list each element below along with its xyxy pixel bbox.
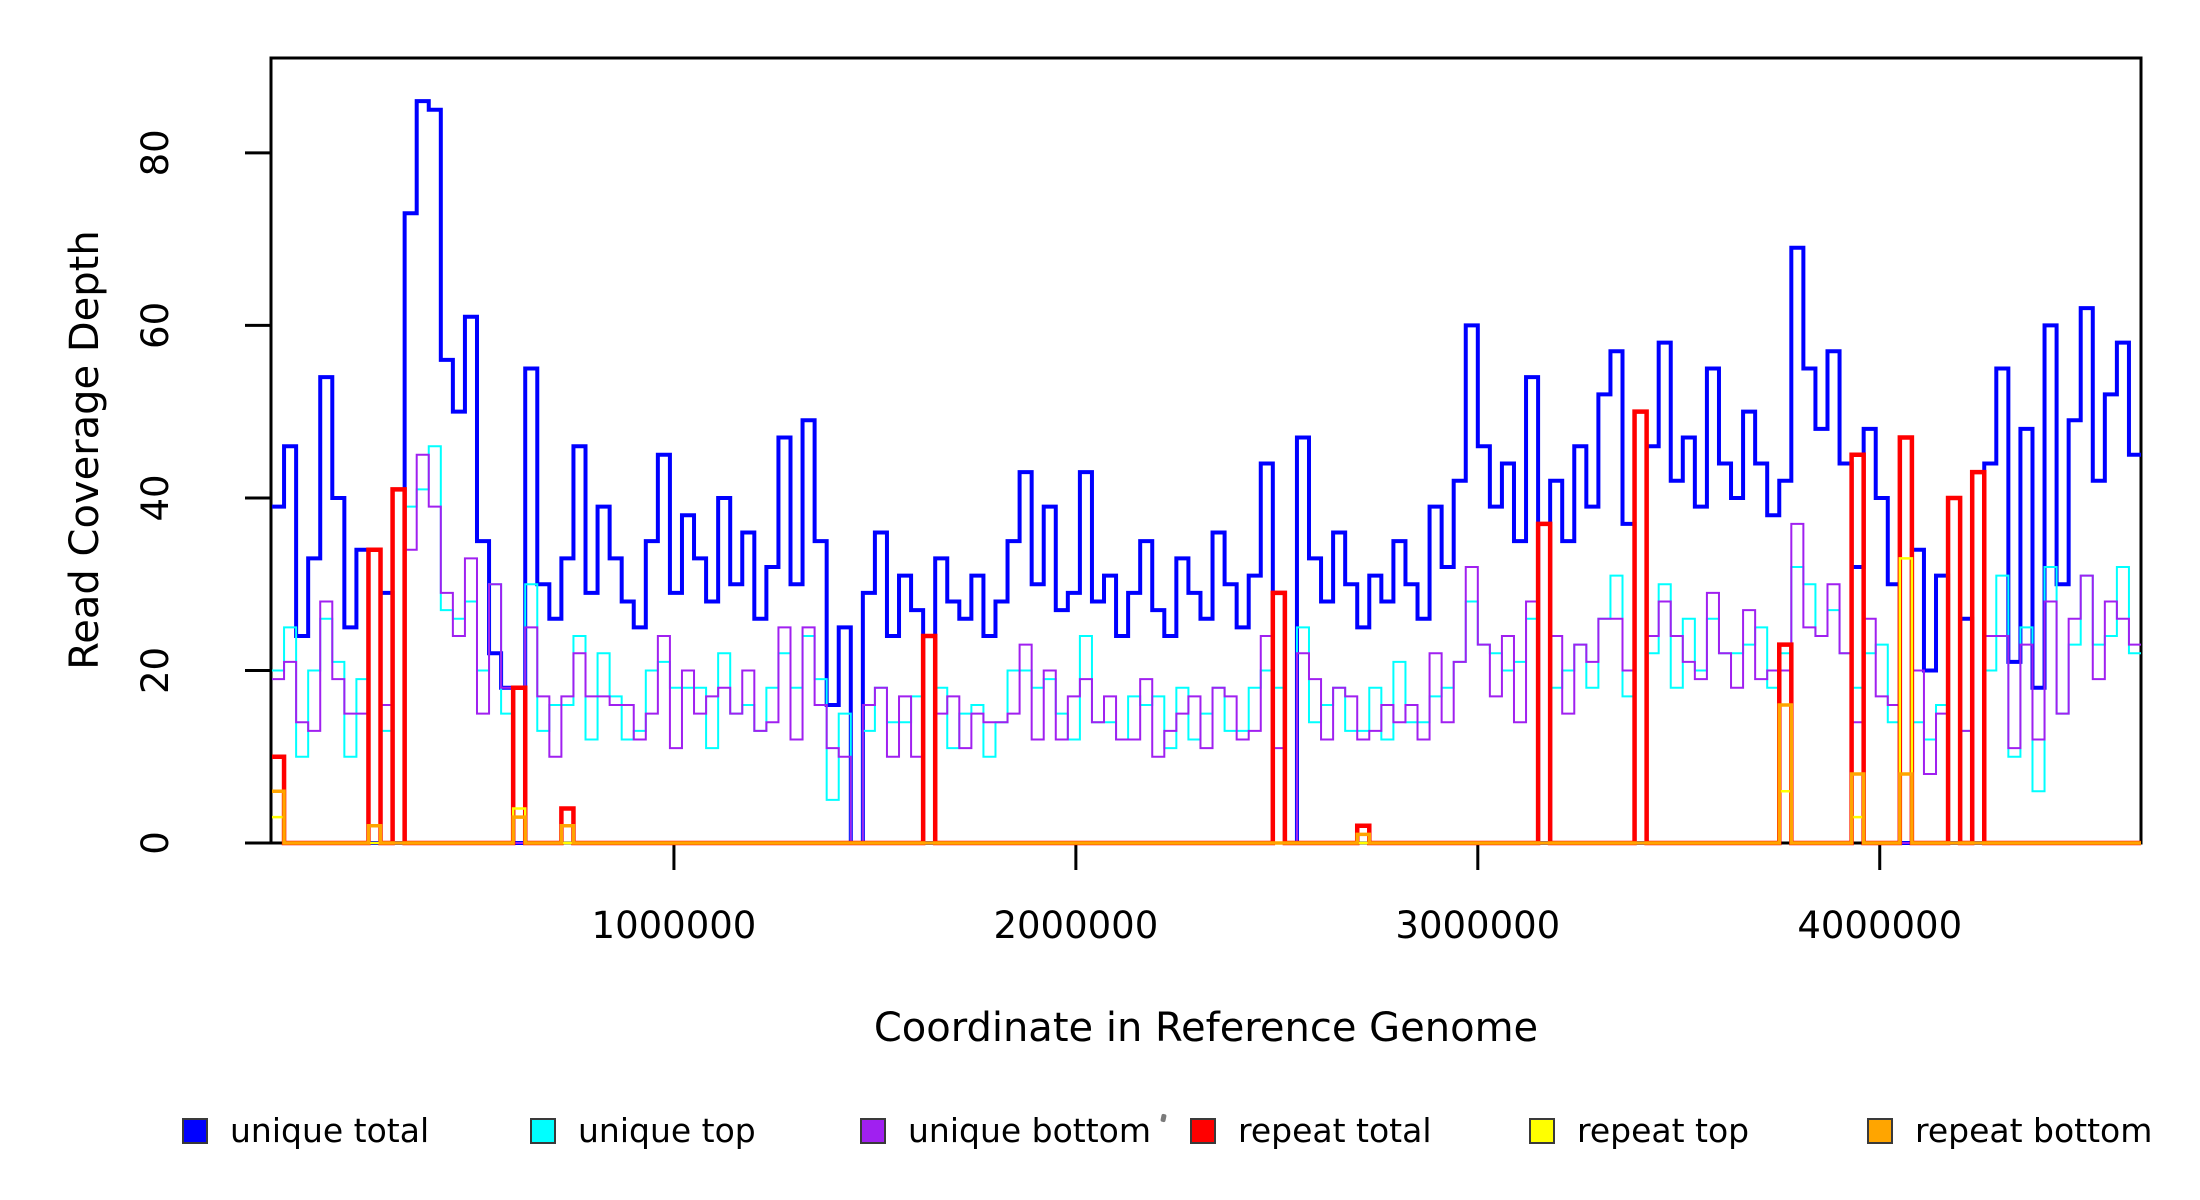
series-unique-bottom [272,453,2141,844]
series-unique-top [272,445,2141,844]
x-tick-label: 3000000 [1395,904,1560,947]
series-repeat-bottom [272,703,2141,845]
series-repeat-top [272,557,2141,845]
x-tick-label: 4000000 [1797,904,1962,947]
plot-box [269,56,2143,845]
y-tick-label: 40 [134,474,177,521]
x-tick-label: 1000000 [592,904,757,947]
series-unique-total [272,99,2141,845]
y-tick-label: 0 [134,831,177,855]
y-axis-title: Read Coverage Depth [62,230,108,670]
series-repeat-total [272,409,2141,846]
y-tick-label: 80 [134,129,177,176]
y-tick-label: 20 [134,647,177,694]
x-axis-title: Coordinate in Reference Genome [873,1005,1539,1051]
y-tick-label: 60 [134,302,177,349]
x-tick-label: 2000000 [993,904,1158,947]
